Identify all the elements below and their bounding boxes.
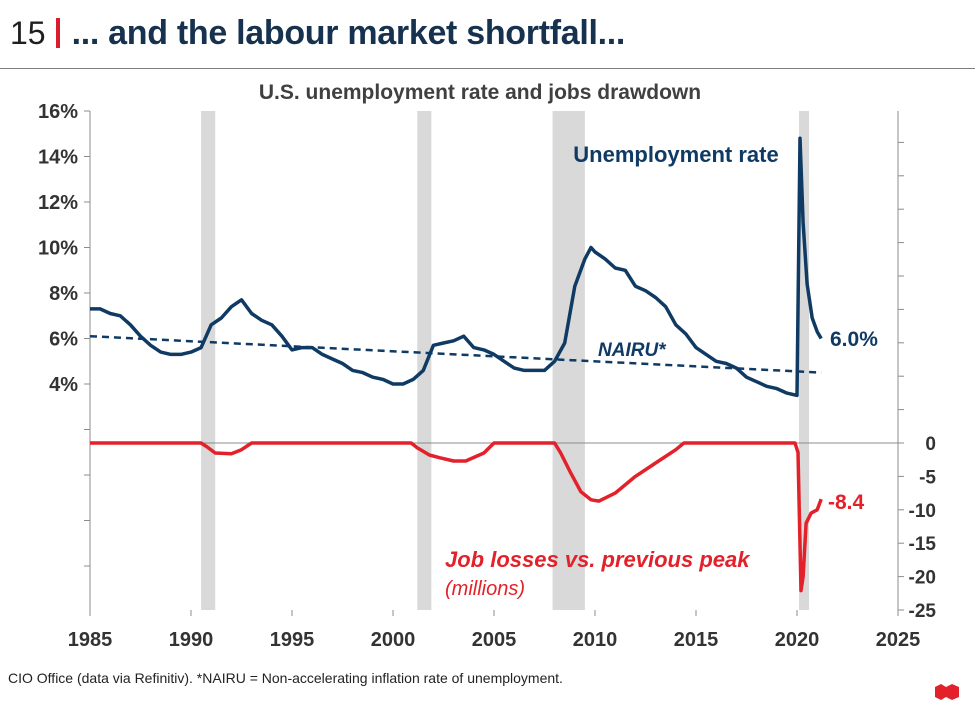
nairu-line xyxy=(89,334,822,374)
recession-band xyxy=(201,111,216,610)
job-losses-series-label: Job losses vs. previous peak xyxy=(445,547,751,572)
series xyxy=(89,136,823,593)
right-tick-label: 0 xyxy=(925,434,936,455)
x-tick-label: 2005 xyxy=(472,629,517,651)
recession-band xyxy=(799,111,810,610)
right-tick-label: -5 xyxy=(919,467,936,488)
left-tick-label: 10% xyxy=(38,238,78,260)
nairu-series-label: NAIRU* xyxy=(598,340,667,361)
chart-title: U.S. unemployment rate and jobs drawdown xyxy=(259,81,701,104)
left-tick-label: 16% xyxy=(38,101,78,123)
labels: Unemployment rate NAIRU* 6.0% -8.4 Job losse… xyxy=(445,142,878,600)
x-tick-label: 1990 xyxy=(169,629,214,651)
x-tick-label: 2010 xyxy=(573,629,618,651)
x-tick-label: 2015 xyxy=(674,629,719,651)
right-tick-label: -15 xyxy=(909,534,937,555)
slide-title: ... and the labour market shortfall... xyxy=(71,14,626,52)
x-tick-label: 1985 xyxy=(68,629,113,651)
title-accent-bar xyxy=(55,18,60,48)
unemployment-rate-line xyxy=(90,136,823,398)
right-tick-label: -10 xyxy=(909,501,936,522)
job-losses-line xyxy=(90,441,823,593)
chart: U.S. unemployment rate and jobs drawdown… xyxy=(38,81,936,651)
x-tick-label: 2020 xyxy=(775,629,820,651)
left-tick-label: 12% xyxy=(38,192,78,214)
header-divider xyxy=(0,68,975,69)
left-tick-label: 14% xyxy=(38,147,78,169)
unemployment-series-label: Unemployment rate xyxy=(573,142,778,167)
right-tick-label: -25 xyxy=(909,601,937,622)
x-tick-label: 2000 xyxy=(371,629,416,651)
recession-bands xyxy=(201,111,810,610)
axes: 16% 14% 12% 10% 8% 6% 4% 0 -5 -10 -15 -20 -25 1985 199… xyxy=(38,101,936,651)
slide-number: 15 xyxy=(10,15,46,51)
unemployment-end-label: 6.0% xyxy=(830,328,878,351)
job-losses-end-label: -8.4 xyxy=(828,491,865,514)
left-tick-label: 6% xyxy=(49,329,78,351)
job-losses-series-unit: (millions) xyxy=(445,578,525,600)
bank-logo-icon xyxy=(935,684,959,700)
left-tick-label: 8% xyxy=(49,283,78,305)
right-tick-label: -20 xyxy=(909,568,936,589)
x-tick-label: 1995 xyxy=(270,629,315,651)
recession-band xyxy=(417,111,432,610)
x-tick-label: 2025 xyxy=(876,629,921,651)
slide-header: 15 ... and the labour market shortfall..… xyxy=(10,14,625,62)
left-tick-label: 4% xyxy=(49,374,78,396)
footer-source: CIO Office (data via Refinitiv). *NAIRU … xyxy=(8,670,563,686)
